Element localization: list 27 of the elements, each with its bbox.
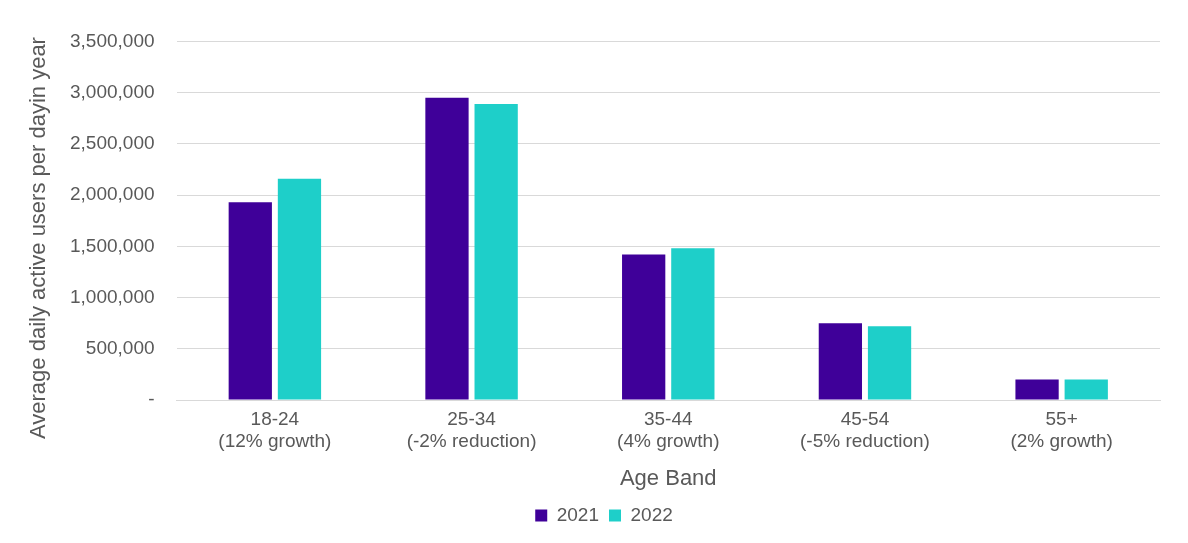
bar [1015,379,1059,400]
legend-label: 2022 [630,503,673,525]
y-tick-label: 2,000,000 [69,183,155,205]
bar [1064,379,1108,400]
y-tick-label: 2,500,000 [69,132,155,154]
bar [671,248,715,400]
y-tick-label: 1,000,000 [69,285,155,307]
x-tick-label: 25-34 (-2% reduction) [406,407,537,452]
x-axis-title: Age Band [619,464,717,490]
y-tick-label: 3,500,000 [69,29,155,51]
y-axis-title: Average daily active users per dayin year [25,36,51,441]
x-tick-label: 18-24 (12% growth) [218,407,332,452]
legend-label: 2021 [556,503,600,525]
y-tick-label: 3,000,000 [69,80,155,102]
x-tick-label: 45-54 (-5% reduction) [800,407,930,452]
x-tick-label: 35-44 (4% growth) [617,407,720,452]
bar [622,254,666,400]
y-tick-label: 1,500,000 [69,234,155,256]
bar [277,178,322,400]
bar [474,103,518,400]
bar [425,97,469,400]
y-tick-label: - [148,388,155,410]
x-tick-label: 55+ (2% growth) [1010,407,1113,452]
bar [818,323,863,400]
bar [228,202,272,400]
y-tick-label: 500,000 [85,337,155,359]
bar [867,326,912,400]
